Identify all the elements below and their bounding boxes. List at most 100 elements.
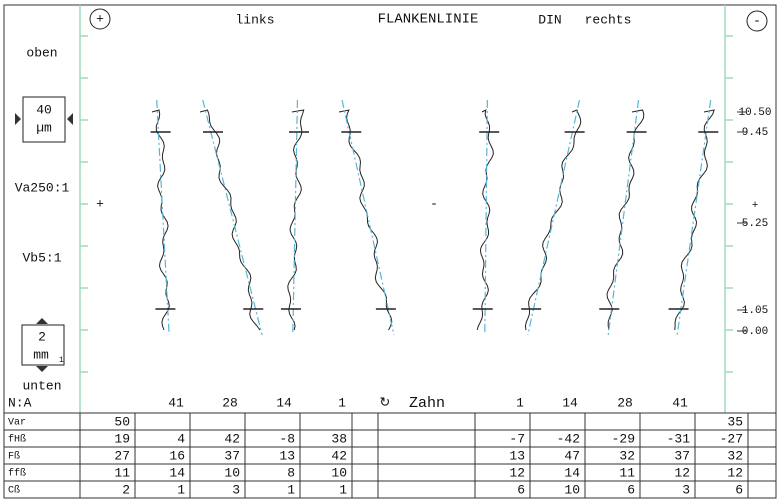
- length-unit: mm: [33, 347, 49, 362]
- arrow: [67, 113, 73, 125]
- cell: -8: [279, 431, 295, 446]
- va-label: Va250:1: [15, 180, 70, 195]
- ref-line: [484, 99, 488, 336]
- length-value: 2: [38, 329, 46, 344]
- cell: 19: [114, 431, 130, 446]
- cell: 10: [564, 482, 580, 497]
- cell: 8: [287, 465, 295, 480]
- cell: 11: [619, 465, 635, 480]
- cell: -31: [667, 431, 691, 446]
- cell: 4: [177, 431, 185, 446]
- cell: 14: [169, 465, 185, 480]
- row-label: Fß: [8, 451, 20, 463]
- cell: 16: [169, 448, 185, 463]
- scale-label: 9.45: [742, 127, 768, 139]
- cell: 11: [114, 465, 130, 480]
- minus-button[interactable]: [746, 10, 768, 32]
- cell: 38: [331, 431, 347, 446]
- plus: +: [96, 11, 104, 26]
- cell: 37: [224, 448, 240, 463]
- scale-label: 5.25: [742, 218, 768, 230]
- cell: 32: [619, 448, 635, 463]
- trace: [287, 109, 305, 331]
- ref-line: [341, 99, 395, 336]
- tooth: 41: [672, 395, 688, 410]
- cell: 1: [339, 482, 347, 497]
- ref-line: [156, 99, 170, 336]
- cell: 14: [564, 465, 580, 480]
- tooth: 28: [222, 395, 238, 410]
- length-box: [21, 324, 65, 366]
- ref-line: [292, 99, 299, 336]
- scale-label: 1.05: [742, 305, 768, 317]
- cell: 2: [122, 482, 130, 497]
- cell: 10: [224, 465, 240, 480]
- cell: 12: [727, 465, 743, 480]
- arrow: [36, 318, 48, 324]
- cell: -42: [557, 431, 580, 446]
- row-label: N:A: [8, 395, 32, 410]
- row-label: ffß: [8, 468, 26, 480]
- tooth: 41: [168, 395, 184, 410]
- cell: 10: [331, 465, 347, 480]
- scale-label: +: [752, 200, 759, 212]
- cell: 35: [727, 414, 743, 429]
- plus-button[interactable]: [89, 8, 111, 30]
- cell: 42: [224, 431, 240, 446]
- cell: 32: [727, 448, 743, 463]
- cell: 3: [682, 482, 690, 497]
- tooth: 1: [516, 395, 524, 410]
- scale-label: 10.50: [738, 107, 771, 119]
- symbol: ↻: [380, 396, 391, 411]
- cell: 6: [627, 482, 635, 497]
- length-sub: 1: [59, 356, 64, 365]
- cell: 42: [331, 448, 347, 463]
- tooth: 28: [617, 395, 633, 410]
- cell: 6: [735, 482, 743, 497]
- trace: [338, 109, 393, 331]
- trace: [524, 109, 582, 331]
- cell: 37: [674, 448, 690, 463]
- cell: 6: [517, 482, 525, 497]
- tooth: 14: [562, 395, 578, 410]
- cell: -7: [509, 431, 525, 446]
- ref-line: [202, 99, 263, 336]
- cell: 1: [177, 482, 185, 497]
- title: FLANKENLINIE: [378, 12, 479, 28]
- trace: [151, 109, 170, 331]
- tooth: 1: [338, 395, 346, 410]
- right-label: rechts: [585, 12, 632, 27]
- scale-label: 0.00: [742, 326, 768, 338]
- cell: 50: [114, 414, 130, 429]
- scale-unit: µm: [36, 120, 52, 135]
- top-label: oben: [26, 45, 57, 60]
- center-plus: +: [96, 196, 104, 211]
- row-label: Cß: [8, 485, 20, 497]
- cell: -27: [720, 431, 743, 446]
- cell: -29: [612, 431, 635, 446]
- trace: [674, 109, 715, 331]
- vb-label: Vb5:1: [22, 250, 61, 265]
- ref-line: [527, 99, 581, 336]
- cell: 12: [674, 465, 690, 480]
- trace: [199, 109, 261, 331]
- ref-line: [676, 99, 712, 336]
- cell: 12: [509, 465, 525, 480]
- left-label: links: [235, 12, 274, 27]
- minus: -: [753, 13, 761, 28]
- zahn: Zahn: [409, 395, 445, 412]
- trace: [476, 109, 494, 331]
- center-minus: -: [430, 196, 438, 211]
- scale-value: 40: [36, 102, 52, 117]
- cell: 13: [279, 448, 295, 463]
- arrow: [15, 113, 21, 125]
- trace: [606, 109, 645, 331]
- cell: 1: [287, 482, 295, 497]
- scale-box: [22, 96, 66, 143]
- bottom-label: unten: [22, 378, 61, 393]
- cell: 13: [509, 448, 525, 463]
- tooth: 14: [276, 395, 292, 410]
- cell: 3: [232, 482, 240, 497]
- cell: 27: [114, 448, 130, 463]
